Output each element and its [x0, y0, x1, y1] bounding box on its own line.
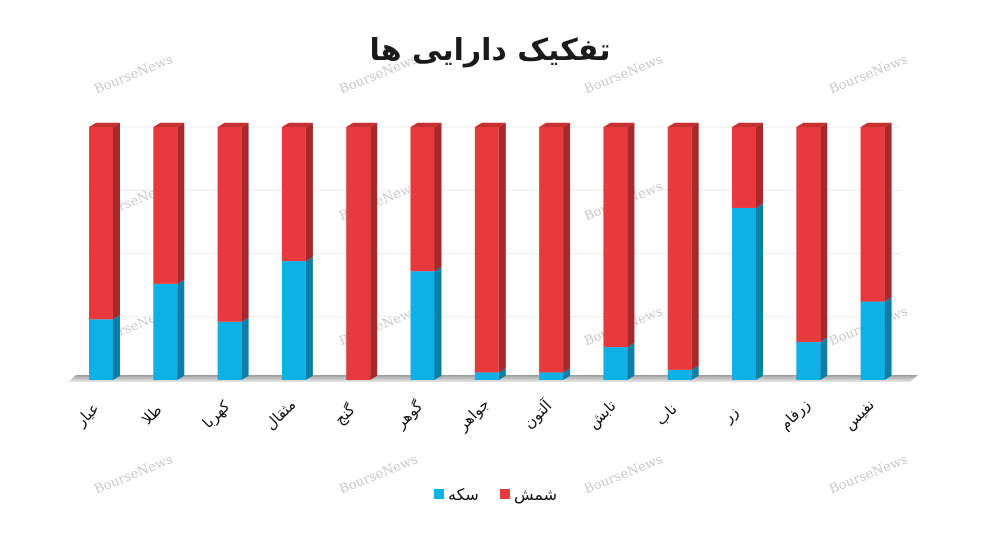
bars: [89, 122, 892, 381]
category-label: زر: [718, 403, 742, 427]
category-label: عیار: [71, 399, 102, 430]
category-label: کهربا: [199, 397, 234, 432]
bar-segment-top: [796, 122, 828, 127]
bar-segment-top: [281, 122, 313, 127]
bar-segment-side: [884, 122, 892, 302]
category-label: زرفام: [776, 396, 814, 434]
category-labels: عیار طلا کهربا مثقال گنج گوهر جواهر آلتون تابش نا…: [71, 395, 878, 435]
bar-segment: [667, 127, 692, 370]
bar-segment: [732, 207, 756, 380]
bar-segment: [281, 127, 306, 262]
bar-segment: [603, 127, 628, 348]
bar-segment-top: [217, 122, 249, 127]
bar-segment: [410, 127, 435, 272]
bar-segment-side: [691, 365, 699, 380]
category-label: گوهر: [391, 397, 427, 433]
bar-segment: [153, 283, 178, 380]
bar-segment-side: [563, 122, 571, 373]
bar-segment-top: [346, 122, 378, 127]
bar-segment-top: [474, 122, 506, 127]
bar-segment: [281, 261, 306, 380]
bar-segment-side: [691, 122, 699, 370]
category-label: گنج: [331, 400, 359, 428]
category-label: مثقال: [261, 396, 299, 434]
bar-segment: [796, 127, 821, 343]
bar-segment-top: [153, 122, 185, 127]
bar-segment: [474, 372, 499, 380]
watermark-text: BourseNews: [827, 52, 910, 97]
bar-segment: [539, 127, 564, 373]
bar-segment-side: [113, 315, 120, 380]
bar-segment-side: [756, 122, 763, 208]
bar-segment-top: [410, 122, 442, 127]
legend-swatch: [434, 489, 444, 499]
bar-segment: [860, 301, 885, 380]
chart-title: تفکیک دارایی ها: [369, 33, 610, 68]
bar-segment-side: [627, 122, 635, 348]
bar-segment-top: [539, 122, 571, 127]
bar-segment: [89, 127, 113, 320]
bar-segment-top: [667, 122, 699, 127]
bar-segment-side: [434, 122, 442, 272]
bar-segment-side: [241, 317, 249, 380]
bar-segment-side: [820, 122, 828, 343]
bar-segment-side: [113, 122, 120, 320]
legend-swatch: [500, 489, 510, 499]
bar-segment: [474, 127, 499, 373]
bar-segment: [217, 127, 242, 322]
bar-segment-side: [177, 122, 185, 284]
watermark-text: BourseNews: [92, 452, 175, 497]
bar-segment-side: [498, 368, 506, 380]
bar-segment-side: [756, 203, 763, 380]
bar-segment: [860, 127, 885, 302]
bar-segment: [153, 127, 178, 284]
bar-segment-side: [498, 122, 506, 373]
category-label: جواهر: [453, 395, 493, 435]
legend: شمش سکه: [434, 485, 557, 505]
bar-segment-top: [860, 122, 892, 127]
bar-segment: [539, 372, 564, 380]
bar-segment-side: [370, 122, 378, 381]
bar-segment: [732, 127, 756, 208]
bar-segment: [667, 369, 692, 380]
category-label: تابش: [584, 397, 619, 432]
bar-segment-top: [732, 122, 763, 127]
legend-label: شمش: [514, 485, 557, 505]
category-label: آلتون: [520, 396, 556, 432]
bar-segment-side: [241, 122, 249, 322]
bar-segment: [410, 271, 435, 380]
bar-segment-side: [434, 267, 442, 380]
bar-segment-side: [305, 256, 313, 380]
category-label: نفیس: [840, 396, 878, 434]
bar-segment: [603, 347, 628, 380]
bar-segment-side: [627, 342, 635, 380]
watermark-text: BourseNews: [827, 452, 910, 497]
bar-segment: [346, 127, 371, 380]
bar-segment-side: [820, 337, 828, 380]
bar-segment-top: [89, 122, 120, 127]
watermark-text: BourseNews: [337, 452, 420, 497]
bar-segment-side: [177, 279, 185, 380]
category-label: ناب: [652, 400, 681, 429]
category-label: طلا: [138, 401, 165, 428]
bar-segment-top: [603, 122, 635, 127]
watermark-text: BourseNews: [92, 52, 175, 97]
legend-label: سکه: [448, 485, 479, 504]
bar-segment-side: [563, 368, 571, 380]
bar-segment-side: [305, 122, 313, 262]
watermark-text: BourseNews: [582, 452, 665, 497]
bar-segment: [796, 342, 821, 380]
bar-segment: [217, 321, 242, 380]
bar-segment-side: [884, 297, 892, 380]
bar-segment: [89, 319, 113, 380]
